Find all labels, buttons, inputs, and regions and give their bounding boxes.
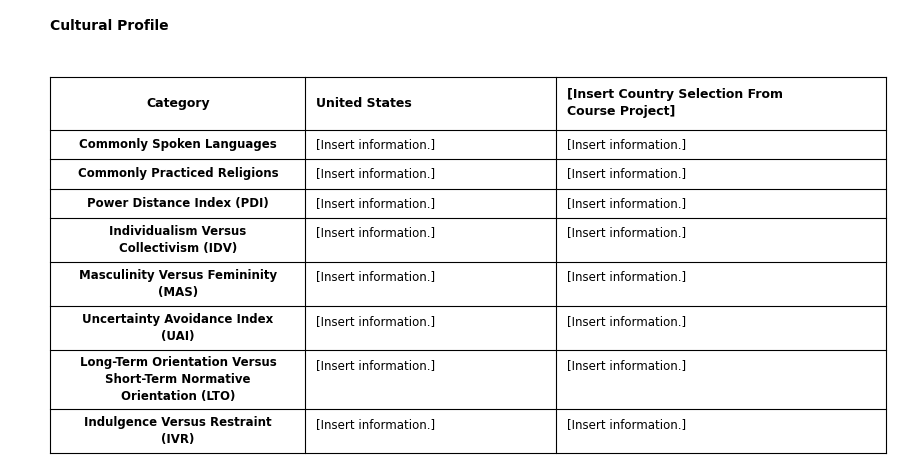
Text: [Insert information.]: [Insert information.] bbox=[317, 271, 435, 284]
Text: [Insert information.]: [Insert information.] bbox=[567, 197, 686, 210]
Text: Indulgence Versus Restraint
(IVR): Indulgence Versus Restraint (IVR) bbox=[84, 416, 272, 446]
Text: [Insert information.]: [Insert information.] bbox=[317, 167, 435, 180]
Text: Commonly Practiced Religions: Commonly Practiced Religions bbox=[78, 167, 278, 180]
Text: [Insert information.]: [Insert information.] bbox=[567, 167, 686, 180]
Text: [Insert information.]: [Insert information.] bbox=[317, 359, 435, 372]
Text: Power Distance Index (PDI): Power Distance Index (PDI) bbox=[87, 197, 269, 210]
Text: [Insert information.]: [Insert information.] bbox=[317, 315, 435, 328]
Text: [Insert information.]: [Insert information.] bbox=[317, 418, 435, 431]
Text: Category: Category bbox=[146, 97, 209, 110]
Text: [Insert information.]: [Insert information.] bbox=[567, 271, 686, 284]
Text: [Insert information.]: [Insert information.] bbox=[567, 359, 686, 372]
Text: [Insert information.]: [Insert information.] bbox=[567, 226, 686, 239]
Text: [Insert information.]: [Insert information.] bbox=[317, 226, 435, 239]
Text: Cultural Profile: Cultural Profile bbox=[50, 19, 169, 33]
Text: [Insert Country Selection From
Course Project]: [Insert Country Selection From Course Pr… bbox=[567, 88, 783, 118]
Text: [Insert information.]: [Insert information.] bbox=[317, 197, 435, 210]
Text: [Insert information.]: [Insert information.] bbox=[567, 138, 686, 151]
Bar bbox=[50, 77, 886, 453]
Text: Masculinity Versus Femininity
(MAS): Masculinity Versus Femininity (MAS) bbox=[79, 269, 277, 299]
Text: United States: United States bbox=[317, 97, 412, 110]
Text: [Insert information.]: [Insert information.] bbox=[317, 138, 435, 151]
Text: Uncertainty Avoidance Index
(UAI): Uncertainty Avoidance Index (UAI) bbox=[83, 313, 274, 343]
Text: [Insert information.]: [Insert information.] bbox=[567, 418, 686, 431]
Text: Individualism Versus
Collectivism (IDV): Individualism Versus Collectivism (IDV) bbox=[109, 225, 247, 255]
Text: [Insert information.]: [Insert information.] bbox=[567, 315, 686, 328]
Text: Commonly Spoken Languages: Commonly Spoken Languages bbox=[79, 138, 276, 151]
Text: Long-Term Orientation Versus
Short-Term Normative
Orientation (LTO): Long-Term Orientation Versus Short-Term … bbox=[80, 356, 276, 403]
